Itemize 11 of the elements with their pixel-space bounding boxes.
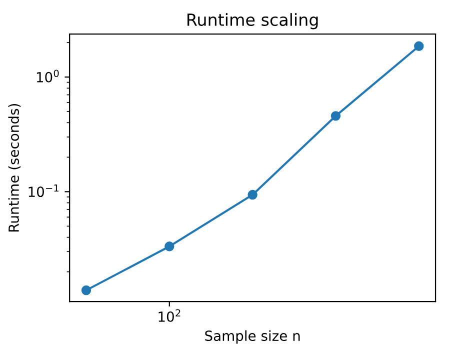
y-axis-title: Runtime (seconds) — [8, 104, 21, 232]
point — [414, 41, 424, 52]
x-tick-label: 10$^{2}$ — [158, 309, 180, 322]
chart-title: Runtime scaling — [188, 13, 318, 30]
point — [248, 190, 258, 200]
x-axis-title: Sample size n — [205, 330, 300, 344]
y-tick-label: 10$^{0}$ — [36, 70, 59, 82]
point — [330, 111, 341, 121]
point — [81, 285, 92, 296]
y-tick-label: 10$^{−1}$ — [28, 184, 58, 198]
point — [164, 242, 174, 252]
